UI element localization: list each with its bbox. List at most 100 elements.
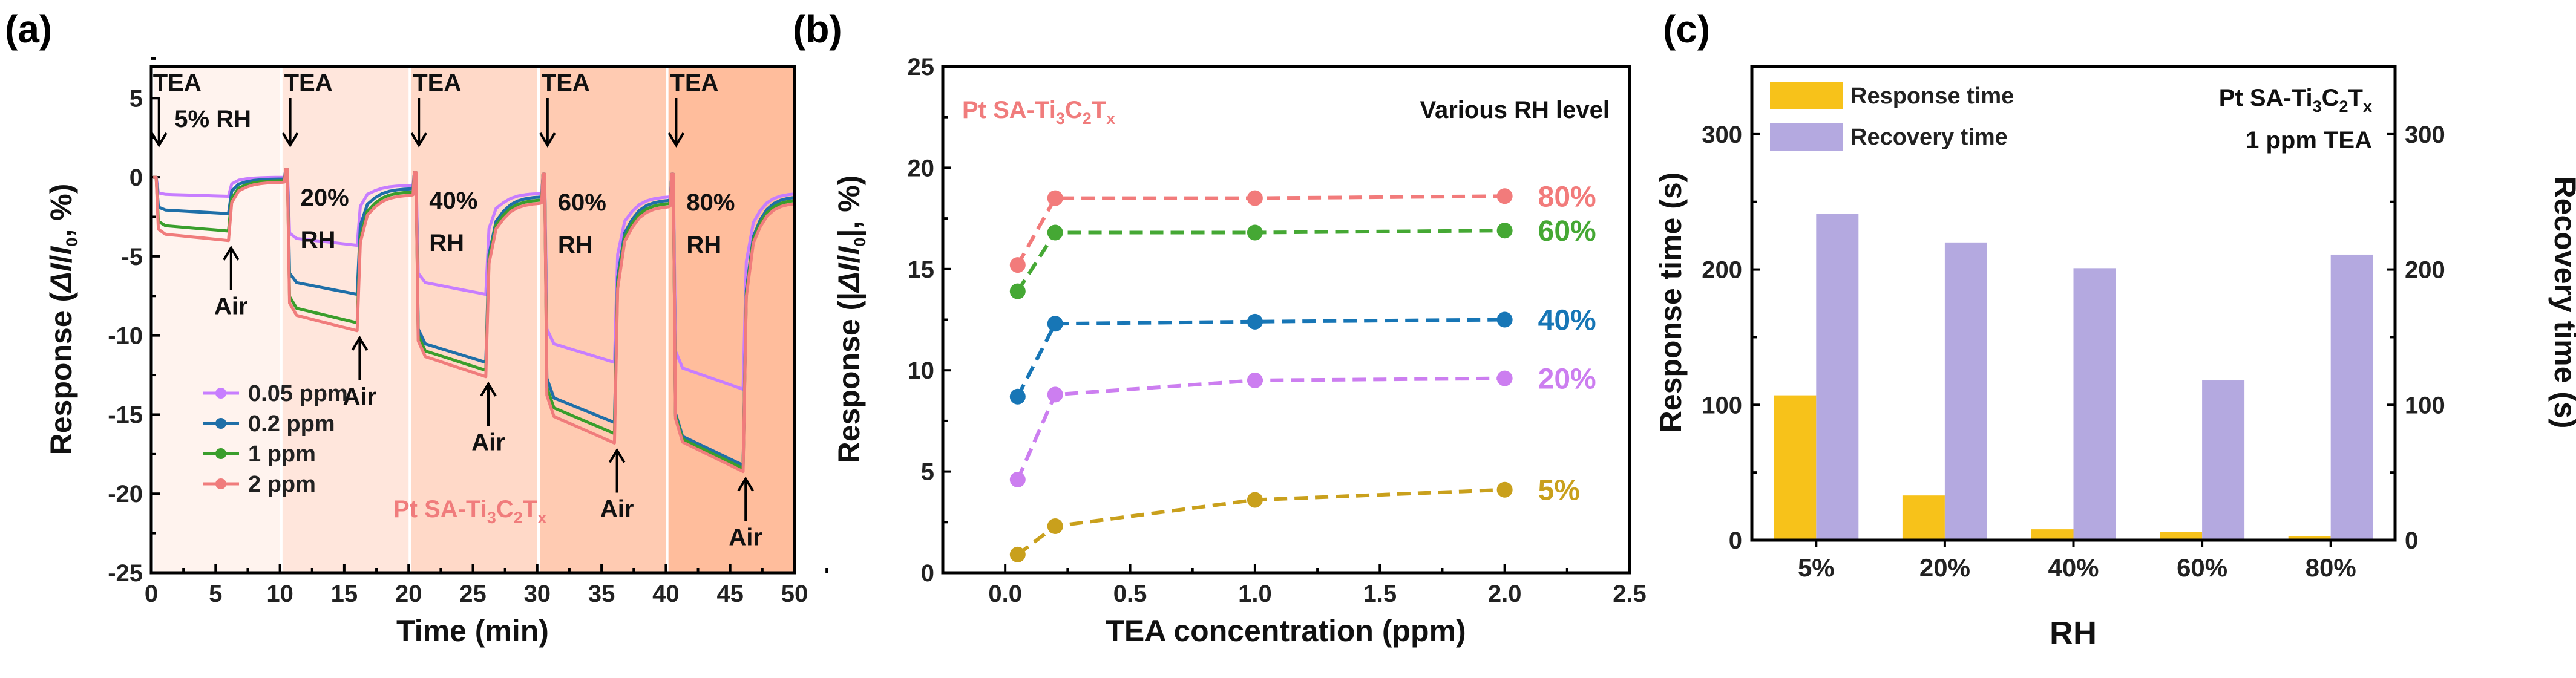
y-tick-label: 25 bbox=[908, 54, 935, 80]
legend-label: 0.2 ppm bbox=[248, 411, 335, 437]
y2-tick-label: 300 bbox=[2405, 122, 2445, 148]
y-tick-label: 100 bbox=[1702, 392, 1742, 419]
bar-recovery-time bbox=[2330, 254, 2373, 540]
panel-a-plot-frame bbox=[149, 65, 796, 575]
data-point-20% bbox=[1009, 471, 1026, 487]
x-tick-label: 2.0 bbox=[1488, 581, 1522, 607]
x-tick-label: 1.0 bbox=[1238, 581, 1272, 607]
x-tick-label: 30 bbox=[524, 581, 551, 607]
background-band bbox=[668, 67, 795, 573]
x-tick-label: 25 bbox=[459, 581, 487, 607]
bar-recovery-time bbox=[1816, 214, 1859, 540]
panel-c-y-axis-label: Response time (s) bbox=[1654, 172, 1688, 433]
bar-response-time bbox=[2031, 529, 2074, 540]
y-tick-label: 300 bbox=[1702, 122, 1742, 148]
panel-b-ticks: 0.0 0.5 1.0 1.5 2.0 2.5 0 5 10 15 20 25 bbox=[908, 54, 1647, 607]
background-band bbox=[540, 67, 666, 573]
data-point-80% bbox=[1247, 190, 1263, 206]
series-line-20% bbox=[1016, 376, 1505, 481]
arrow-head bbox=[608, 448, 626, 463]
rh-label-unit: RH bbox=[686, 232, 721, 258]
panel-c-y2-axis-label: Recovery time (s) bbox=[2548, 177, 2576, 429]
y-tick-label: 20 bbox=[908, 155, 935, 181]
bar-response-time bbox=[2288, 536, 2331, 540]
legend-swatch-marker bbox=[215, 418, 226, 429]
legend-swatch bbox=[1770, 82, 1843, 109]
y-tick-label: -15 bbox=[108, 402, 143, 428]
series-label-20%: 20% bbox=[1538, 363, 1596, 396]
tea-label: TEA bbox=[153, 70, 202, 96]
panel-b-x-axis-label: TEA concentration (ppm) bbox=[1106, 614, 1466, 648]
panel-a: (a) 0 5 10 15 20 25 30 35 40 45 5050-5-10-15-20-25… bbox=[5, 7, 828, 648]
bar-recovery-time bbox=[2073, 268, 2116, 540]
arrow-head bbox=[151, 132, 168, 148]
x-tick-label: 5% bbox=[1798, 553, 1835, 582]
x-tick-label: 10 bbox=[266, 581, 293, 607]
y-tick-label: -20 bbox=[108, 481, 143, 507]
panel-a-legend: 0.05 ppm 0.2 ppm 1 ppm 2 ppm bbox=[203, 381, 348, 497]
panel-c-condition-label: 1 ppm TEA bbox=[2246, 127, 2372, 154]
panel-c-material-label: Pt SA-Ti3C2Tx bbox=[2219, 85, 2372, 116]
x-tick-label: 20% bbox=[1919, 553, 1970, 582]
panel-a-y-axis-label: Response (ΔI/I0, %) bbox=[44, 184, 81, 455]
panel-c: (c) 5% 20% 40% 60% 80% 0 0 100 100 200 200 300 300 R… bbox=[1654, 7, 2576, 651]
panel-b-series-lines: 80%60% 40% 20% 5% bbox=[1009, 181, 1596, 562]
panel-a-x-axis-label: Time (min) bbox=[396, 614, 549, 648]
air-label: Air bbox=[214, 293, 248, 320]
rh-label-unit: RH bbox=[558, 232, 593, 258]
panel-b: (b) 0.0 0.5 1.0 1.5 2.0 2.5 0 5 10 15 20 25 80%60% 4… bbox=[793, 7, 1647, 648]
x-tick-label: 2.5 bbox=[1613, 581, 1647, 607]
y-tick-label: -10 bbox=[108, 323, 143, 350]
y2-tick-label: 100 bbox=[2405, 392, 2445, 419]
series-line-60% bbox=[1016, 229, 1505, 293]
data-point-20% bbox=[1496, 370, 1513, 386]
air-label: Air bbox=[600, 496, 634, 523]
y-tick-label: -5 bbox=[121, 244, 143, 270]
series-label-60%: 60% bbox=[1538, 215, 1596, 247]
rh-label: 80% bbox=[686, 189, 735, 216]
arrow-head bbox=[737, 476, 754, 492]
panel-a-arrows: TEA 5% RH Air TEA 20% RH Air TEA 40% RH Air TEA 60% R… bbox=[151, 70, 762, 551]
data-point-40% bbox=[1247, 313, 1263, 330]
data-point-40% bbox=[1047, 316, 1063, 332]
series-line-80% bbox=[1016, 194, 1505, 266]
data-point-60% bbox=[1047, 224, 1063, 241]
data-point-60% bbox=[1496, 223, 1513, 239]
arrow-head bbox=[480, 381, 497, 397]
data-point-5% bbox=[1047, 518, 1063, 534]
panel-a-label: (a) bbox=[5, 7, 52, 51]
data-point-80% bbox=[1009, 257, 1026, 273]
bar-response-time bbox=[2160, 532, 2203, 540]
bar-recovery-time bbox=[1944, 242, 1987, 540]
arrow-head bbox=[667, 132, 685, 148]
y2-tick-label: 0 bbox=[2405, 527, 2418, 554]
y-tick-label: 0 bbox=[129, 165, 143, 191]
x-tick-label: 40 bbox=[652, 581, 680, 607]
data-point-20% bbox=[1047, 386, 1063, 403]
x-tick-label: 0.5 bbox=[1113, 581, 1147, 607]
air-label: Air bbox=[343, 383, 377, 410]
series-line-2-ppm bbox=[152, 168, 795, 474]
panel-b-material-label: Pt SA-Ti3C2Tx bbox=[962, 97, 1115, 128]
legend-swatch bbox=[1770, 123, 1843, 151]
data-point-40% bbox=[1009, 388, 1026, 405]
air-label: Air bbox=[471, 429, 505, 456]
x-tick-label: 40% bbox=[2048, 553, 2099, 582]
rh-label: 5% RH bbox=[174, 106, 251, 132]
arrow-head bbox=[281, 132, 299, 148]
series-line-5% bbox=[1016, 487, 1505, 556]
legend-swatch-marker bbox=[215, 478, 226, 489]
y-tick-label: 0 bbox=[1729, 527, 1742, 554]
background-band bbox=[154, 67, 280, 573]
x-tick-label: 20 bbox=[395, 581, 422, 607]
panel-c-bars bbox=[1774, 214, 2373, 540]
y-tick-label: -25 bbox=[108, 560, 143, 587]
data-point-60% bbox=[1009, 283, 1026, 299]
legend-label: 2 ppm bbox=[248, 472, 316, 497]
series-label-5%: 5% bbox=[1538, 475, 1580, 507]
legend-label: Response time bbox=[1850, 83, 2014, 109]
y-tick-label: 0 bbox=[921, 560, 934, 587]
x-tick-label: 5 bbox=[209, 581, 222, 607]
data-point-80% bbox=[1496, 188, 1513, 204]
